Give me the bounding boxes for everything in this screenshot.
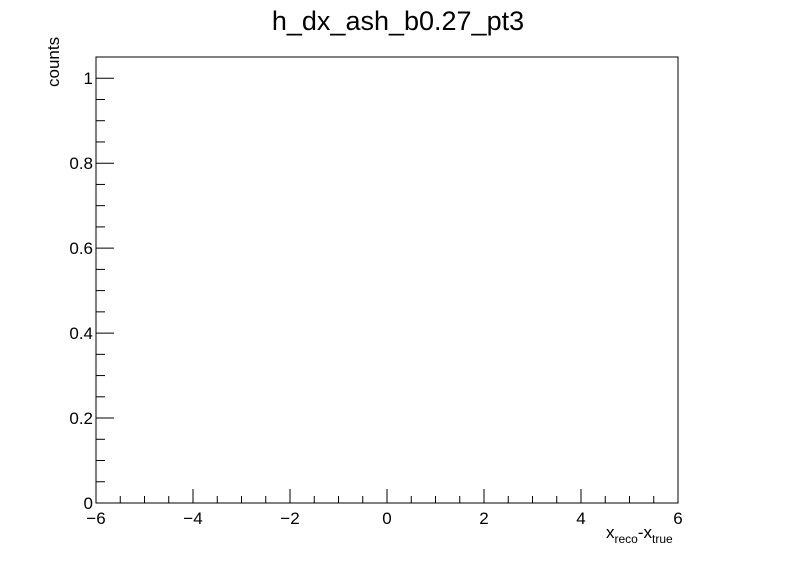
y-tick-label: 0.8 xyxy=(69,154,93,173)
x-tick-label: −4 xyxy=(183,509,202,528)
x-tick-label: 0 xyxy=(382,509,391,528)
chart-title: h_dx_ash_b0.27_pt3 xyxy=(271,6,525,36)
y-tick-label: 0.4 xyxy=(69,324,93,343)
x-axis-label-sub1: reco xyxy=(614,532,638,546)
x-tick-label: 6 xyxy=(673,509,682,528)
y-tick-label: 0 xyxy=(84,494,93,513)
y-tick-label: 1 xyxy=(84,69,93,88)
x-tick-label: 2 xyxy=(479,509,488,528)
x-tick-label: −6 xyxy=(86,509,105,528)
x-axis-label-dash: - xyxy=(637,523,644,542)
x-tick-label: −2 xyxy=(280,509,299,528)
y-tick-label: 0.6 xyxy=(69,239,93,258)
x-axis-label-main1: x xyxy=(606,523,615,542)
x-axis-label: xreco-xtrue xyxy=(606,523,673,546)
x-axis-label-main2: x xyxy=(643,523,653,542)
x-axis-label-sub2: true xyxy=(652,532,673,546)
x-tick-label: 4 xyxy=(576,509,585,528)
y-tick-label: 0.2 xyxy=(69,409,93,428)
plot-frame xyxy=(95,56,679,504)
